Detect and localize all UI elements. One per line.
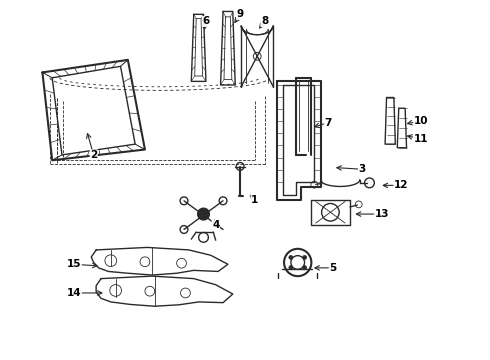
Text: 9: 9	[237, 9, 244, 19]
Text: 12: 12	[394, 180, 409, 190]
Text: 6: 6	[202, 17, 210, 27]
Text: 11: 11	[414, 134, 428, 144]
Text: 10: 10	[414, 116, 428, 126]
Text: 5: 5	[329, 263, 337, 273]
Circle shape	[197, 208, 209, 220]
Circle shape	[303, 256, 307, 259]
Text: 13: 13	[374, 209, 389, 219]
Text: 3: 3	[359, 164, 366, 174]
Text: 2: 2	[90, 150, 98, 160]
Text: 8: 8	[261, 17, 268, 27]
Circle shape	[289, 256, 293, 259]
Text: 15: 15	[67, 259, 81, 269]
Text: 4: 4	[212, 220, 220, 230]
Circle shape	[303, 266, 307, 270]
Text: 1: 1	[251, 195, 258, 205]
Text: 14: 14	[67, 288, 81, 298]
Text: 7: 7	[324, 118, 332, 128]
Circle shape	[289, 266, 293, 270]
